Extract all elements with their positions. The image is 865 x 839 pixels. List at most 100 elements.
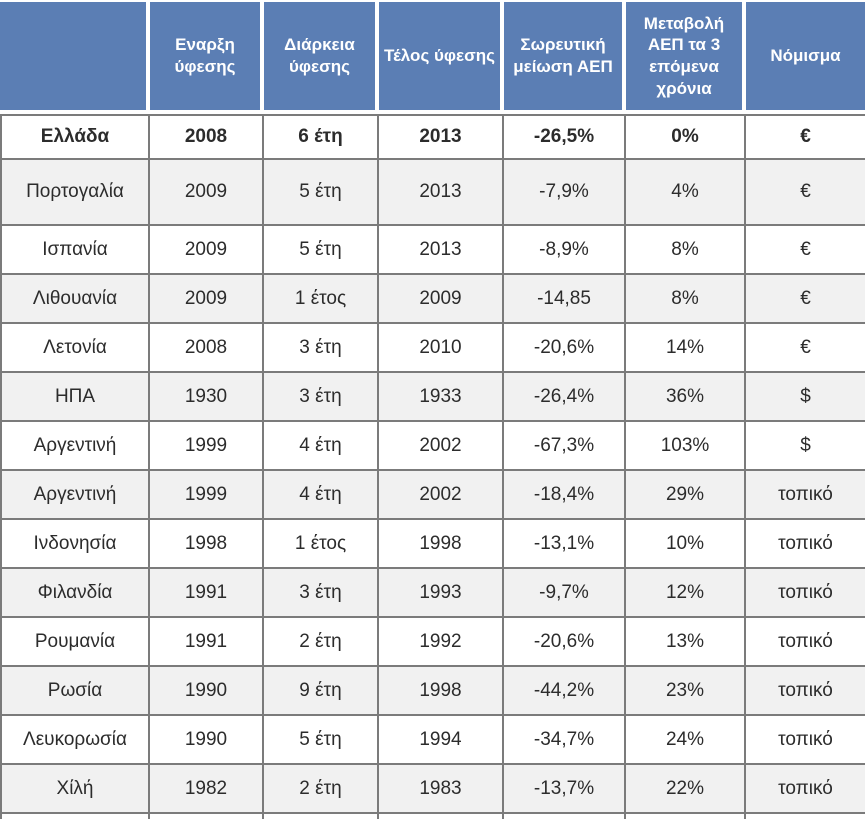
value-cell: 2009 (377, 273, 504, 324)
table-row: Ισπανία 2009 5 έτη 2013 -8,9% 8% € (0, 224, 865, 275)
value-cell: 6 έτη (262, 114, 379, 160)
country-cell: Ελλάδα (0, 114, 150, 160)
table-row: Ινδονησία 1998 1 έτος 1998 -13,1% 10% τοπικό (0, 518, 865, 569)
value-cell: 1994 (377, 714, 504, 765)
value-cell: 29% (624, 469, 746, 520)
value-cell: 2013 (377, 224, 504, 275)
value-cell: 2002 (377, 469, 504, 520)
table-row: Πορτογαλία 2009 5 έτη 2013 -7,9% 4% € (0, 158, 865, 226)
value-cell: -20,6% (502, 322, 626, 373)
value-cell: 1998 (148, 518, 264, 569)
country-cell: Λευκορωσία (0, 714, 150, 765)
value-cell: 1999 (148, 469, 264, 520)
value-cell: 1998 (377, 665, 504, 716)
value-cell: 2 έτη (262, 616, 379, 667)
value-cell: 1991 (148, 616, 264, 667)
table-row: Αργεντινή 1999 4 έτη 2002 -67,3% 103% $ (0, 420, 865, 471)
value-cell: 2013 (377, 114, 504, 160)
header-cell-country (0, 2, 146, 110)
table-row: ΗΠΑ 1930 3 έτη 1933 -26,4% 36% $ (0, 371, 865, 422)
value-cell: -9,7% (502, 567, 626, 618)
country-cell: Ινδονησία (0, 518, 150, 569)
value-cell: 2008 (148, 114, 264, 160)
value-cell: 1 έτος (262, 273, 379, 324)
cutoff-cell (262, 812, 379, 819)
country-cell: Λιθουανία (0, 273, 150, 324)
value-cell: 8% (624, 273, 746, 324)
value-cell: -7,9% (502, 158, 626, 226)
table-row: Χίλή 1982 2 έτη 1983 -13,7% 22% τοπικό (0, 763, 865, 814)
country-cell: ΗΠΑ (0, 371, 150, 422)
cutoff-cell (148, 812, 264, 819)
value-cell: 3 έτη (262, 567, 379, 618)
value-cell: -14,85 (502, 273, 626, 324)
table-row: Ρουμανία 1991 2 έτη 1992 -20,6% 13% τοπικό (0, 616, 865, 667)
table-row: Λευκορωσία 1990 5 έτη 1994 -34,7% 24% τοπικό (0, 714, 865, 765)
value-cell: τοπικό (744, 665, 865, 716)
table-row: Φιλανδία 1991 3 έτη 1993 -9,7% 12% τοπικό (0, 567, 865, 618)
value-cell: τοπικό (744, 714, 865, 765)
value-cell: τοπικό (744, 518, 865, 569)
header-cell-gdp-change-next-3-years: Μεταβολή ΑΕΠ τα 3 επόμενα χρόνια (626, 2, 742, 110)
cutoff-cell (624, 812, 746, 819)
value-cell: -26,5% (502, 114, 626, 160)
value-cell: -8,9% (502, 224, 626, 275)
value-cell: 1991 (148, 567, 264, 618)
value-cell: τοπικό (744, 616, 865, 667)
value-cell: 24% (624, 714, 746, 765)
value-cell: 10% (624, 518, 746, 569)
value-cell: 1983 (377, 763, 504, 814)
header-cell-recession-end: Τέλος ύφεσης (379, 2, 500, 110)
header-cell-recession-start: Εναρξη ύφεσης (150, 2, 260, 110)
country-cell: Φιλανδία (0, 567, 150, 618)
value-cell: 4% (624, 158, 746, 226)
cutoff-cell (502, 812, 626, 819)
table-header-row: Εναρξη ύφεσης Διάρκεια ύφεσης Τέλος ύφεσ… (0, 2, 865, 110)
value-cell: 1990 (148, 665, 264, 716)
value-cell: 3 έτη (262, 371, 379, 422)
value-cell: € (744, 114, 865, 160)
header-cell-cumulative-gdp-decline: Σωρευτική μείωση ΑΕΠ (504, 2, 622, 110)
value-cell: 5 έτη (262, 158, 379, 226)
value-cell: τοπικό (744, 763, 865, 814)
value-cell: € (744, 224, 865, 275)
value-cell: 1930 (148, 371, 264, 422)
table-row: Λιθουανία 2009 1 έτος 2009 -14,85 8% € (0, 273, 865, 324)
value-cell: -44,2% (502, 665, 626, 716)
cutoff-cell (744, 812, 865, 819)
country-cell: Αργεντινή (0, 469, 150, 520)
value-cell: 1999 (148, 420, 264, 471)
value-cell: € (744, 322, 865, 373)
value-cell: 5 έτη (262, 224, 379, 275)
value-cell: 2002 (377, 420, 504, 471)
value-cell: 1998 (377, 518, 504, 569)
value-cell: $ (744, 371, 865, 422)
value-cell: 2009 (148, 224, 264, 275)
value-cell: -18,4% (502, 469, 626, 520)
country-cell: Λετονία (0, 322, 150, 373)
header-cell-recession-duration: Διάρκεια ύφεσης (264, 2, 375, 110)
value-cell: 9 έτη (262, 665, 379, 716)
table-row: Ελλάδα 2008 6 έτη 2013 -26,5% 0% € (0, 114, 865, 160)
country-cell: Πορτογαλία (0, 158, 150, 226)
country-cell: Αργεντινή (0, 420, 150, 471)
value-cell: 1982 (148, 763, 264, 814)
value-cell: τοπικό (744, 469, 865, 520)
country-cell: Ισπανία (0, 224, 150, 275)
value-cell: 1990 (148, 714, 264, 765)
value-cell: 2010 (377, 322, 504, 373)
country-cell: Ρωσία (0, 665, 150, 716)
value-cell: -13,7% (502, 763, 626, 814)
value-cell: 2008 (148, 322, 264, 373)
country-cell: Χίλή (0, 763, 150, 814)
value-cell: 8% (624, 224, 746, 275)
value-cell: $ (744, 420, 865, 471)
value-cell: 1933 (377, 371, 504, 422)
value-cell: 3 έτη (262, 322, 379, 373)
table-row: Λετονία 2008 3 έτη 2010 -20,6% 14% € (0, 322, 865, 373)
table-row: Αργεντινή 1999 4 έτη 2002 -18,4% 29% τοπικό (0, 469, 865, 520)
value-cell: 4 έτη (262, 469, 379, 520)
value-cell: 2009 (148, 158, 264, 226)
value-cell: 103% (624, 420, 746, 471)
value-cell: 22% (624, 763, 746, 814)
